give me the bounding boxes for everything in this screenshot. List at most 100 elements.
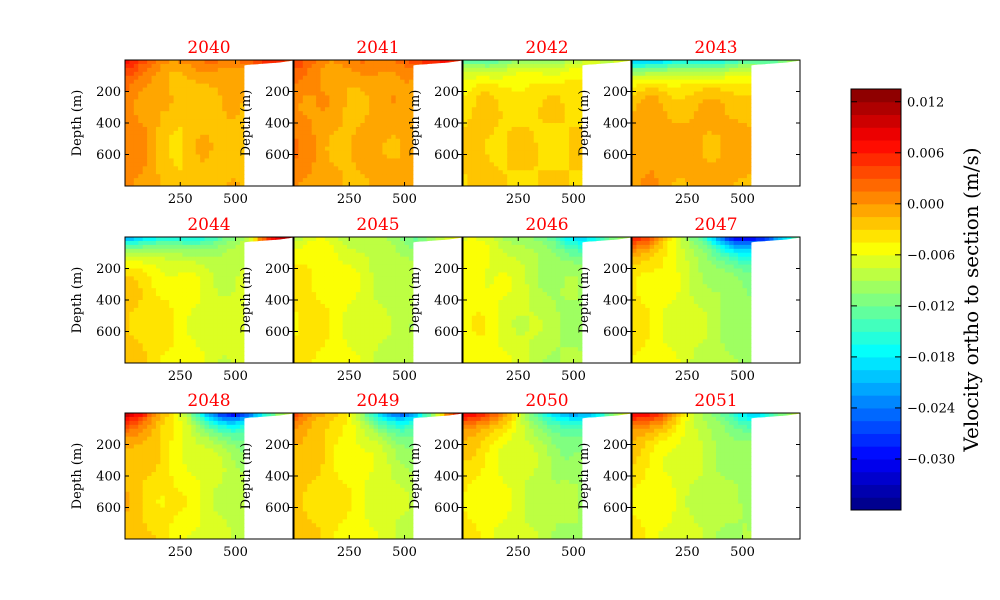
cell-2041 [395, 71, 401, 77]
cell-2042 [564, 158, 570, 163]
cell-2042 [613, 142, 619, 148]
cell-2040 [173, 107, 179, 112]
cell-2041 [320, 83, 326, 89]
cell-2040 [209, 71, 215, 77]
cell-2042 [498, 63, 504, 69]
cell-2042 [569, 178, 575, 183]
cell-2042 [613, 170, 619, 175]
cell-2043 [729, 115, 735, 120]
cell-2043 [636, 115, 642, 120]
cell-2043 [693, 146, 699, 152]
cell-2040 [164, 111, 170, 116]
cell-2040 [257, 146, 263, 152]
cell-2040 [239, 75, 245, 81]
cell-2040 [160, 91, 166, 97]
cell-2040 [257, 126, 263, 132]
cell-2041 [294, 87, 300, 93]
cell-2042 [498, 178, 504, 183]
cell-2041 [355, 95, 361, 100]
cell-2043 [720, 182, 726, 186]
cell-2041 [355, 107, 361, 112]
cell-2043 [680, 79, 686, 85]
cell-2042 [480, 130, 486, 136]
cell-2043 [702, 91, 708, 97]
cell-2040 [155, 99, 161, 104]
cell-2043 [782, 60, 788, 65]
cell-2041 [360, 142, 366, 148]
cell-2042 [573, 119, 579, 124]
cell-2040 [270, 174, 276, 179]
cell-2042 [524, 154, 530, 160]
cell-2040 [217, 130, 223, 136]
cell-2042 [564, 95, 570, 100]
cell-2043 [667, 126, 673, 132]
cell-2040 [213, 107, 219, 112]
cell-2041 [426, 170, 432, 175]
cell-2041 [333, 138, 339, 144]
cell-2043 [724, 71, 730, 77]
cell-2041 [342, 123, 348, 128]
cell-2041 [298, 115, 304, 120]
cell-2041 [342, 166, 348, 171]
cell-2043 [760, 134, 766, 140]
cell-2040 [164, 182, 170, 186]
cell-2043 [640, 60, 646, 65]
cell-2043 [764, 111, 770, 116]
cell-2042 [511, 162, 517, 167]
cell-2041 [426, 126, 432, 132]
cell-2042 [533, 107, 539, 112]
cell-2042 [463, 130, 469, 136]
cell-2040 [133, 150, 139, 156]
cell-2044 [129, 244, 135, 250]
cell-2040 [235, 146, 241, 152]
cell-2041 [360, 60, 366, 65]
cell-2040 [275, 103, 281, 108]
cell-2043 [649, 83, 655, 89]
cell-2043 [685, 134, 691, 140]
cell-2043 [777, 138, 783, 144]
cell-2043 [680, 99, 686, 104]
cell-2041 [294, 83, 300, 89]
cell-2042 [471, 178, 477, 183]
cell-2041 [400, 174, 406, 179]
cell-2040 [195, 119, 201, 124]
cell-2043 [685, 123, 691, 128]
cell-2041 [311, 111, 317, 116]
cell-2044 [129, 296, 135, 301]
cell-2042 [502, 87, 508, 93]
cell-2043 [654, 158, 660, 163]
cell-2040 [160, 99, 166, 104]
cell-2040 [226, 107, 232, 112]
cell-2041 [373, 60, 379, 65]
cell-2040 [125, 103, 131, 108]
cell-2041 [444, 63, 450, 69]
cell-2043 [654, 166, 660, 171]
cell-2042 [476, 154, 482, 160]
cell-2040 [231, 71, 237, 77]
cell-2040 [138, 134, 144, 140]
cell-2041 [413, 162, 419, 167]
cell-2041 [324, 119, 330, 124]
cell-2043 [698, 150, 704, 156]
cell-2043 [636, 63, 642, 69]
cell-2044 [129, 260, 135, 266]
cell-2042 [520, 111, 526, 116]
cell-2043 [707, 182, 713, 186]
cell-2041 [382, 150, 388, 156]
cell-2044 [129, 240, 135, 246]
cell-2041 [448, 166, 454, 171]
cell-2041 [382, 174, 388, 179]
cell-2043 [738, 60, 744, 65]
cell-2042 [560, 99, 566, 104]
cell-2040 [169, 130, 175, 136]
cell-2042 [516, 174, 522, 179]
cell-2042 [560, 71, 566, 77]
cell-2042 [573, 142, 579, 148]
cell-2041 [320, 154, 326, 160]
cell-2040 [147, 83, 153, 89]
cell-2042 [564, 154, 570, 160]
cell-2042 [480, 87, 486, 93]
cell-2040 [279, 60, 285, 65]
cell-2040 [209, 134, 215, 140]
cell-2041 [307, 158, 313, 163]
